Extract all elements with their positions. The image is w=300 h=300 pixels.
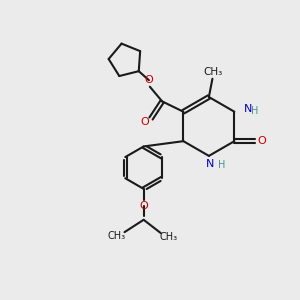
Text: H: H	[251, 106, 259, 116]
Text: O: O	[145, 75, 153, 85]
Text: CH₃: CH₃	[107, 231, 126, 241]
Text: N: N	[244, 104, 252, 114]
Text: N: N	[206, 159, 214, 169]
Text: CH₃: CH₃	[203, 67, 223, 77]
Text: CH₃: CH₃	[160, 232, 178, 242]
Text: H: H	[218, 160, 226, 170]
Text: O: O	[257, 136, 266, 146]
Text: O: O	[141, 117, 149, 127]
Text: O: O	[139, 201, 148, 211]
